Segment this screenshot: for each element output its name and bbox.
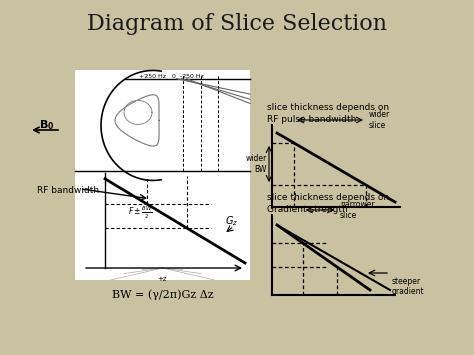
Bar [75, 70, 250, 280]
Text: wider
slice: wider slice [369, 110, 390, 130]
Text: wider
BW: wider BW [246, 154, 267, 174]
Text: $G_z$: $G_z$ [225, 214, 238, 228]
Text: BW = (γ/2π)Gz Δz: BW = (γ/2π)Gz Δz [112, 290, 213, 300]
Text: +250 Hz   0  -250 Hz: +250 Hz 0 -250 Hz [139, 74, 204, 79]
Text: slice thickness depends on
RF pulse bandwidth: slice thickness depends on RF pulse band… [267, 103, 389, 124]
Text: $\mathbf{B_0}$: $\mathbf{B_0}$ [39, 118, 55, 132]
Text: steeper
gradient: steeper gradient [392, 277, 425, 296]
Text: Diagram of Slice Selection: Diagram of Slice Selection [87, 13, 387, 35]
Text: +z: +z [158, 276, 167, 282]
Text: RF bandwidth: RF bandwidth [37, 186, 99, 195]
Text: slice thickness depends on
Gradient strength: slice thickness depends on Gradient stre… [267, 193, 389, 214]
Text: $F\pm\frac{BW}{2}$: $F\pm\frac{BW}{2}$ [128, 205, 153, 221]
Text: narrower
slice: narrower slice [340, 200, 375, 220]
